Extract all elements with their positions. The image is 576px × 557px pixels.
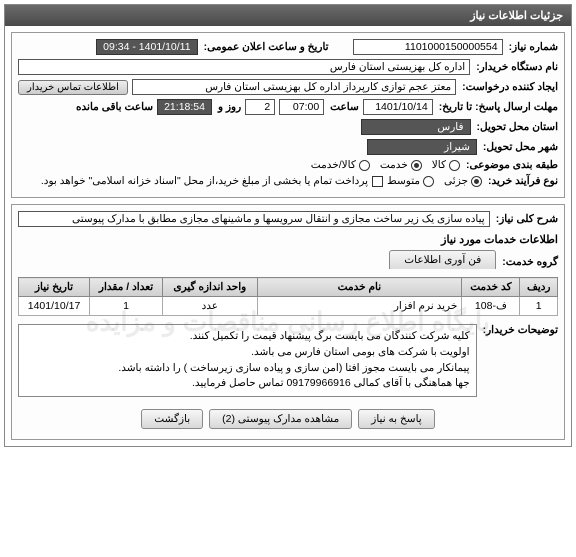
announce-value: 1401/10/11 - 09:34: [96, 39, 197, 55]
countdown: 21:18:54: [157, 99, 212, 115]
deadline-time: 07:00: [279, 99, 324, 115]
need-panel: شرح کلی نیاز: پیاده سازی یک زیر ساخت مجا…: [11, 204, 565, 440]
req-no-field: 1101000150000554: [353, 39, 503, 55]
creator-label: ایجاد کننده درخواست:: [462, 81, 558, 93]
need-title-field: پیاده سازی یک زیر ساخت مجازی و انتقال سر…: [18, 211, 490, 227]
note-line-2: اولویت با شرکت های بومی استان فارس می با…: [25, 345, 470, 361]
province-label: استان محل تحویل:: [477, 121, 558, 133]
buyer-label: نام دستگاه خریدار:: [476, 61, 558, 73]
treasury-note: پرداخت تمام یا بخشی از مبلغ خرید،از محل …: [41, 175, 368, 187]
note-line-1: کلیه شرکت کنندگان می بایست برگ پیشنهاد ق…: [25, 329, 470, 345]
req-no-label: شماره نیاز:: [509, 41, 558, 53]
buyer-notes-label: توضیحات خریدار:: [483, 324, 558, 336]
city-field: شیراز: [367, 139, 477, 155]
buytype-radio-group: جزئی متوسط: [387, 175, 482, 187]
services-heading: اطلاعات خدمات مورد نیاز: [18, 233, 558, 246]
category-radio-group: کالا خدمت کالا/خدمت: [311, 159, 460, 171]
note-line-3: پیمانکار می بایست مجوز افتا (امن سازی و …: [25, 361, 470, 377]
cell-date: 1401/10/17: [19, 297, 90, 316]
cell-qty: 1: [90, 297, 163, 316]
title-bar: جزئیات اطلاعات نیاز: [5, 5, 571, 26]
table-header-row: ردیف کد خدمت نام خدمت واحد اندازه گیری ت…: [19, 278, 558, 297]
group-tab[interactable]: فن آوری اطلاعات: [389, 250, 496, 269]
deadline-date: 1401/10/14: [363, 99, 433, 115]
note-line-4: جها هماهنگی با آقای کمالی 09179966916 تم…: [25, 376, 470, 392]
category-label: طبقه بندی موضوعی:: [466, 159, 558, 171]
action-buttons: پاسخ به نیاز مشاهده مدارک پیوستی (2) باز…: [18, 401, 558, 433]
deadline-label: مهلت ارسال پاسخ: تا تاریخ:: [439, 101, 558, 113]
cell-code: ف-108: [462, 297, 520, 316]
group-label: گروه خدمت:: [502, 256, 558, 268]
respond-button[interactable]: پاسخ به نیاز: [358, 409, 434, 429]
days-label: روز و: [218, 101, 241, 113]
services-table: ردیف کد خدمت نام خدمت واحد اندازه گیری ت…: [18, 277, 558, 316]
col-row: ردیف: [520, 278, 558, 297]
col-qty: تعداد / مقدار: [90, 278, 163, 297]
cat-goods-option[interactable]: کالا: [432, 159, 460, 171]
cell-name: خرید نرم افزار: [257, 297, 462, 316]
days-field: 2: [245, 99, 275, 115]
buytype-label: نوع فرآیند خرید:: [488, 175, 558, 187]
time-label-1: ساعت: [330, 101, 359, 113]
announce-label: تاریخ و ساعت اعلان عمومی:: [204, 41, 329, 53]
remain-label: ساعت باقی مانده: [76, 101, 153, 113]
title-text: جزئیات اطلاعات نیاز: [470, 10, 563, 22]
col-name: نام خدمت: [257, 278, 462, 297]
treasury-checkbox[interactable]: [372, 176, 383, 187]
province-field: فارس: [361, 119, 471, 135]
need-title-label: شرح کلی نیاز:: [496, 213, 558, 225]
city-label: شهر محل تحویل:: [483, 141, 558, 153]
bt-minor-option[interactable]: جزئی: [444, 175, 482, 187]
col-date: تاریخ نیاز: [19, 278, 90, 297]
creator-field: معتز عجم توازی کارپرداز اداره کل بهزیستی…: [132, 79, 456, 95]
cell-row: 1: [520, 297, 558, 316]
attachments-button[interactable]: مشاهده مدارک پیوستی (2): [209, 409, 352, 429]
cat-both-option[interactable]: کالا/خدمت: [311, 159, 370, 171]
bt-medium-option[interactable]: متوسط: [387, 175, 434, 187]
cat-service-option[interactable]: خدمت: [380, 159, 422, 171]
buyer-notes-box: کلیه شرکت کنندگان می بایست برگ پیشنهاد ق…: [18, 324, 477, 397]
buyer-field: اداره کل بهزیستی استان فارس: [18, 59, 470, 75]
table-row: 1 ف-108 خرید نرم افزار عدد 1 1401/10/17: [19, 297, 558, 316]
back-button[interactable]: بازگشت: [141, 409, 203, 429]
col-code: کد خدمت: [462, 278, 520, 297]
contact-buyer-button[interactable]: اطلاعات تماس خریدار: [18, 80, 128, 95]
col-unit: واحد اندازه گیری: [163, 278, 257, 297]
cell-unit: عدد: [163, 297, 257, 316]
header-panel: شماره نیاز: 1101000150000554 تاریخ و ساع…: [11, 32, 565, 198]
